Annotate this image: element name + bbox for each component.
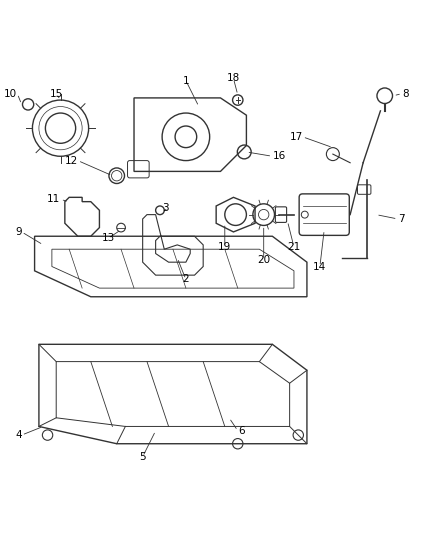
Text: 20: 20 [257, 255, 270, 265]
Text: 3: 3 [162, 203, 169, 213]
Text: 17: 17 [290, 132, 303, 142]
Text: 5: 5 [139, 451, 146, 462]
Text: 9: 9 [15, 227, 21, 237]
Text: 21: 21 [287, 242, 300, 252]
Text: 4: 4 [15, 430, 21, 440]
Text: 6: 6 [238, 426, 244, 436]
Text: 12: 12 [64, 156, 78, 166]
Text: 14: 14 [313, 262, 326, 271]
Text: 2: 2 [183, 274, 189, 285]
Text: 7: 7 [398, 214, 404, 224]
Text: 13: 13 [102, 233, 115, 244]
Text: 10: 10 [4, 88, 17, 99]
Text: 16: 16 [272, 151, 286, 161]
Text: 19: 19 [218, 242, 231, 252]
Text: 8: 8 [402, 88, 409, 99]
Text: 15: 15 [49, 88, 63, 99]
Text: 1: 1 [183, 76, 189, 86]
Text: 11: 11 [47, 195, 60, 205]
Text: 18: 18 [227, 74, 240, 84]
